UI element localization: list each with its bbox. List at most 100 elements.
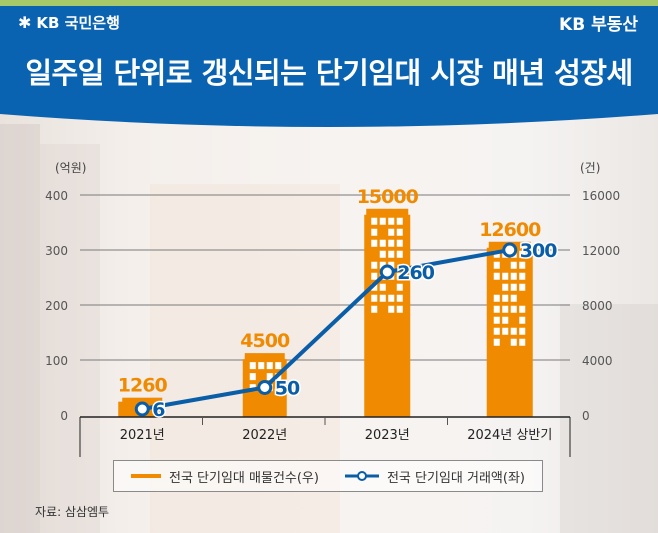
bar-window	[371, 239, 378, 247]
kb-bank-logo: ✱ KB 국민은행	[18, 12, 120, 33]
line-value-label: 50	[275, 378, 300, 400]
bar-window	[502, 327, 509, 335]
bar-window	[502, 283, 509, 291]
legend-bar-swatch	[131, 474, 161, 478]
bar-window	[258, 362, 265, 370]
bank-logo-text: KB 국민은행	[36, 14, 120, 32]
bar-window	[371, 228, 378, 236]
bar-window	[266, 362, 273, 370]
bar-window	[275, 362, 282, 370]
bar-window	[510, 294, 517, 302]
line-point	[502, 242, 518, 258]
bar-window	[371, 283, 378, 291]
bars	[118, 208, 533, 417]
bar-window	[249, 362, 256, 370]
bar-window	[510, 305, 517, 313]
bar-body	[486, 247, 533, 417]
header-banner	[0, 6, 658, 114]
bar-window	[266, 373, 273, 381]
bar-window	[371, 217, 378, 225]
bar-window	[396, 239, 403, 247]
legend-item-bar: 전국 단기임대 매물건수(우)	[131, 467, 319, 486]
right-axis-unit: (건)	[580, 161, 600, 175]
bar-window	[396, 217, 403, 225]
bar-window	[379, 250, 386, 258]
right-tick-label: 12000	[582, 244, 620, 258]
bar-window	[493, 338, 500, 346]
bar-window	[388, 250, 395, 258]
left-tick-label: 300	[45, 244, 68, 258]
legend-bar-label: 전국 단기임대 매물건수(우)	[169, 470, 319, 486]
bar-window	[519, 250, 526, 258]
bar-value-label: 15000	[357, 186, 419, 208]
bar-window	[275, 384, 282, 392]
legend-line-label: 전국 단기임대 거래액(좌)	[386, 470, 525, 486]
x-tick-label: 2022년	[242, 428, 287, 443]
bar-window	[396, 305, 403, 313]
data-labels: 1260 4500 15000 12600 6 50 260 300	[118, 186, 560, 423]
bar-window	[519, 338, 526, 346]
bar-window	[510, 261, 517, 269]
bar-window	[493, 272, 500, 280]
bar-window	[388, 261, 395, 269]
bar-window	[388, 217, 395, 225]
right-tick-label: 4000	[582, 354, 613, 368]
bar-value-label: 4500	[240, 330, 290, 352]
bar-window	[379, 294, 386, 302]
bg-building	[560, 304, 658, 533]
bar-window	[396, 272, 403, 280]
bar-window	[493, 327, 500, 335]
source-note: 자료: 삼삼엠투	[35, 505, 110, 519]
right-tick-label: 16000	[582, 189, 620, 203]
bar-window	[396, 250, 403, 258]
right-tick-label: 8000	[582, 299, 613, 313]
bar-building	[486, 241, 533, 417]
axes: (억원) (건)010020030040004000800012000160002…	[45, 161, 620, 457]
bar-window	[379, 261, 386, 269]
bar-window	[493, 305, 500, 313]
line-series	[134, 242, 518, 417]
bar-window	[502, 272, 509, 280]
x-tick-label: 2021년	[120, 428, 165, 443]
bar-window	[379, 217, 386, 225]
bar-annex	[118, 401, 127, 417]
left-axis-unit: (억원)	[55, 161, 86, 175]
bar-building	[364, 208, 411, 417]
bg-building	[0, 124, 40, 533]
header-wave	[0, 100, 658, 127]
bar-window	[519, 305, 526, 313]
line-path	[141, 248, 511, 411]
bar-window	[519, 283, 526, 291]
bar-window	[396, 283, 403, 291]
bar-window	[502, 316, 509, 324]
bg-building	[40, 144, 100, 533]
bar-window	[388, 239, 395, 247]
bar-window	[396, 228, 403, 236]
x-tick-label: 2024년 상반기	[467, 428, 552, 443]
bar-window	[502, 305, 509, 313]
bar-window	[510, 283, 517, 291]
bar-window	[388, 294, 395, 302]
kb-realestate-brand: KB 부동산	[559, 15, 638, 35]
bar-window	[510, 338, 517, 346]
bar-window	[371, 305, 378, 313]
bar-window	[249, 373, 256, 381]
top-accent-stripe	[0, 0, 658, 6]
legend: 전국 단기임대 매물건수(우) 전국 단기임대 거래액(좌)	[113, 460, 543, 492]
legend-item-line: 전국 단기임대 거래액(좌)	[344, 467, 525, 486]
line-point	[134, 401, 150, 417]
bar-value-label: 12600	[479, 219, 541, 241]
bar-window	[396, 294, 403, 302]
bar-window	[493, 316, 500, 324]
bar-window	[371, 272, 378, 280]
bar-window	[519, 316, 526, 324]
bar-window	[519, 261, 526, 269]
bar-window	[379, 283, 386, 291]
legend-line-swatch	[344, 471, 379, 481]
bar-value-label: 1260	[118, 375, 168, 397]
bar-window	[371, 261, 378, 269]
left-tick-label: 400	[45, 189, 68, 203]
left-tick-label: 100	[45, 354, 68, 368]
bar-window	[493, 294, 500, 302]
